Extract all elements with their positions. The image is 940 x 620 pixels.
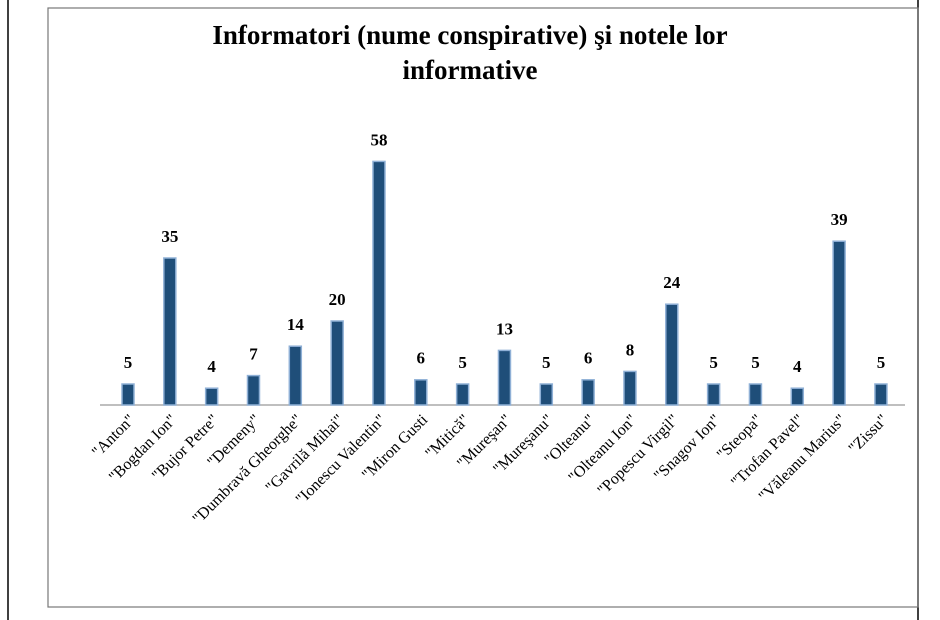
data-label: 6 bbox=[417, 349, 426, 368]
data-label: 14 bbox=[287, 315, 305, 334]
data-label: 13 bbox=[496, 319, 513, 338]
data-label: 5 bbox=[458, 353, 467, 372]
bar bbox=[204, 387, 219, 406]
data-label: 5 bbox=[542, 353, 551, 372]
bar bbox=[288, 345, 303, 406]
bar bbox=[330, 320, 344, 406]
bar bbox=[246, 374, 261, 406]
bar bbox=[581, 379, 595, 406]
bar bbox=[706, 383, 721, 406]
data-label: 7 bbox=[249, 345, 258, 364]
bar bbox=[874, 383, 888, 406]
data-label: 20 bbox=[329, 290, 346, 309]
bar bbox=[748, 383, 763, 406]
data-label: 5 bbox=[709, 353, 718, 372]
data-label: 5 bbox=[124, 353, 133, 372]
data-label: 8 bbox=[626, 340, 635, 359]
bar bbox=[414, 379, 428, 406]
data-label: 5 bbox=[877, 353, 886, 372]
x-tick-label: "Trofan Pavel" bbox=[728, 411, 808, 491]
data-label: 5 bbox=[751, 353, 760, 372]
data-label: 58 bbox=[370, 130, 387, 149]
data-label: 24 bbox=[663, 273, 681, 292]
data-label: 4 bbox=[793, 357, 802, 376]
bar bbox=[497, 349, 512, 406]
x-tick-label: "Zissu" bbox=[846, 411, 892, 457]
bar bbox=[832, 240, 846, 406]
chart-title: informative bbox=[403, 55, 538, 85]
data-label: 6 bbox=[584, 349, 593, 368]
chart-title: Informatori (nume conspirative) şi notel… bbox=[212, 20, 727, 50]
data-label: 39 bbox=[831, 210, 848, 229]
bar bbox=[623, 370, 637, 406]
bar bbox=[121, 383, 135, 406]
bar bbox=[790, 387, 805, 406]
data-label: 35 bbox=[161, 227, 178, 246]
bar bbox=[455, 383, 470, 406]
data-label: 4 bbox=[207, 357, 216, 376]
bar bbox=[539, 383, 554, 406]
bar bbox=[372, 160, 386, 406]
plot-frame bbox=[47, 7, 919, 608]
bar bbox=[665, 303, 679, 406]
bar bbox=[163, 257, 177, 406]
